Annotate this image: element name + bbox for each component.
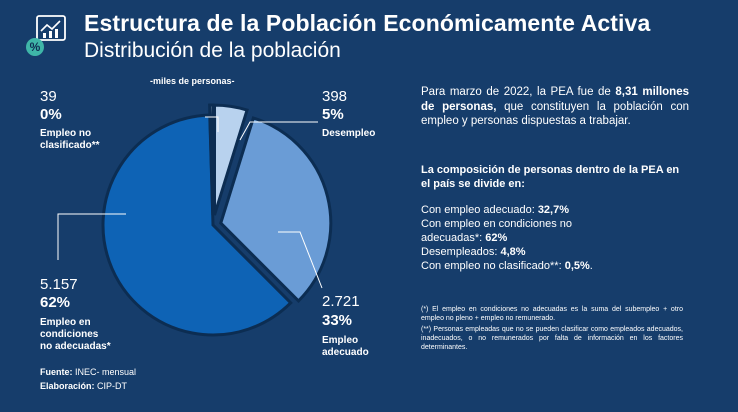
percent-icon: % xyxy=(26,38,44,56)
desempleo-value: 398 xyxy=(322,88,348,105)
no-adecuado-value: 5.157 xyxy=(40,276,78,293)
adecuado-label: Empleo adecuado xyxy=(322,335,369,358)
no-adecuado-percent: 62% xyxy=(40,294,71,311)
list-item: adecuadas*: 62% xyxy=(421,232,508,244)
page-title: Estructura de la Población Económicament… xyxy=(84,10,651,36)
bar-chart-icon xyxy=(36,15,66,41)
summary-paragraph: Para marzo de 2022, la PEA fue de 8,31 m… xyxy=(421,86,689,127)
list-item: Con empleo en condiciones no xyxy=(421,218,573,230)
no-clasificado-label: Empleo no clasificado** xyxy=(40,128,100,151)
desempleo-percent: 5% xyxy=(322,106,344,123)
leader-line-2 xyxy=(278,231,323,289)
no-adecuado-label: Empleo en condiciones no adecuadas* xyxy=(40,317,111,352)
leader-line-3 xyxy=(57,213,126,260)
pie-slice-2 xyxy=(101,113,293,337)
pie-slice-0 xyxy=(212,103,249,216)
pie-slice-3 xyxy=(208,103,215,216)
list-item: Con empleo no clasificado**: 0,5%. xyxy=(421,260,593,272)
leader-line-1 xyxy=(239,121,318,141)
source-line: Fuente: INEC- mensual xyxy=(40,367,137,377)
desempleo-label: Desempleo xyxy=(322,128,376,139)
list-item: Desempleados: 4,8% xyxy=(421,246,526,258)
adecuado-percent: 33% xyxy=(322,312,353,329)
composition-title: La composición de personas dentro de la … xyxy=(421,164,680,190)
elaboracion-line: Elaboración: CIP-DT xyxy=(40,381,128,391)
units-label: -miles de personas- xyxy=(150,76,235,86)
pie-slice-1 xyxy=(219,116,333,304)
page-subtitle: Distribución de la población xyxy=(84,39,341,62)
composition-list: Con empleo adecuado: 32,7% Con empleo en… xyxy=(421,203,681,273)
footnote-2: (**) Personas empleadas que no se pueden… xyxy=(421,326,683,351)
footnote-1: (*) El empleo en condiciones no adecuada… xyxy=(421,306,683,322)
no-clasificado-percent: 0% xyxy=(40,106,62,123)
leader-line-0 xyxy=(205,116,219,132)
list-item: Con empleo adecuado: 32,7% xyxy=(421,204,570,216)
no-clasificado-value: 39 xyxy=(40,88,57,105)
adecuado-value: 2.721 xyxy=(322,293,360,310)
